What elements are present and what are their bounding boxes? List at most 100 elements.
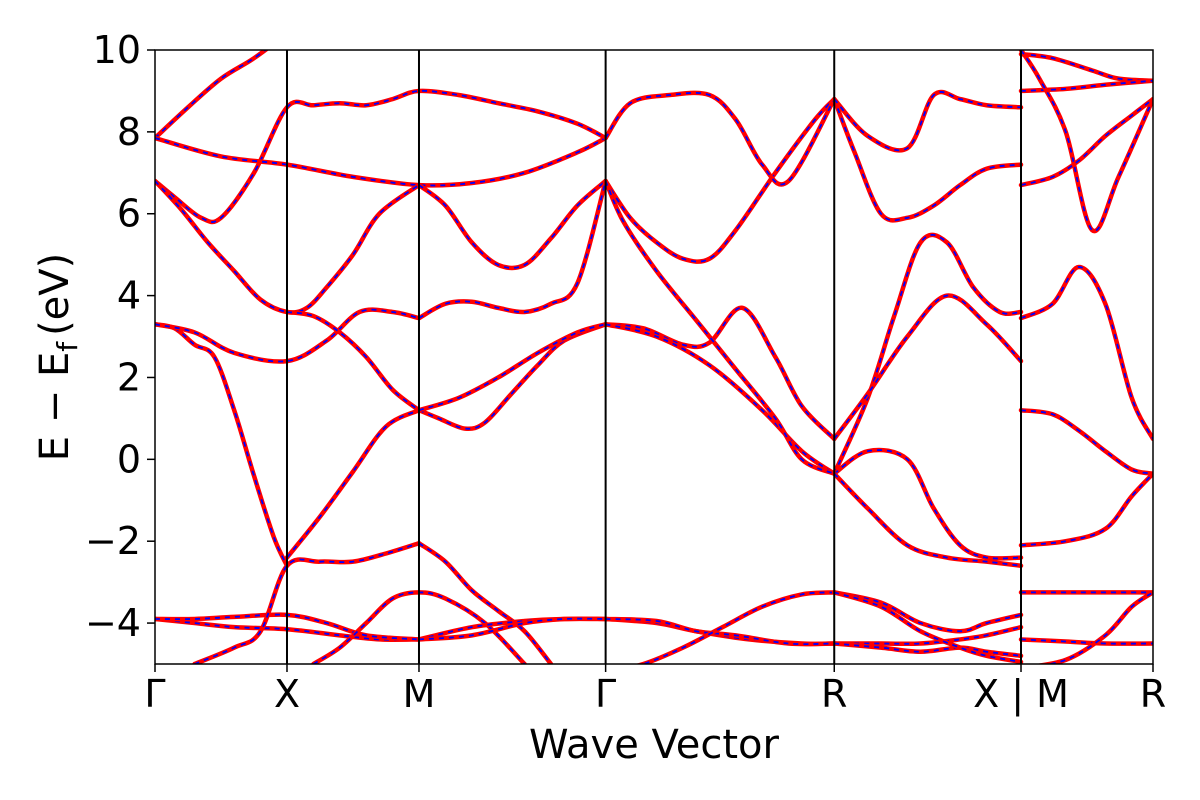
band-line-red xyxy=(1035,590,1153,664)
band-14 xyxy=(603,96,837,264)
band-1 xyxy=(155,88,608,225)
band-line-red xyxy=(831,293,1024,442)
band-line-blue-dashed xyxy=(834,591,1022,633)
band-40 xyxy=(1018,96,1153,188)
y-tick-label: −2 xyxy=(85,519,141,563)
y-axis-label-subscript: f xyxy=(51,341,84,352)
band-32 xyxy=(634,590,837,664)
band-line-blue-dashed xyxy=(418,542,552,664)
band-37 xyxy=(1018,51,1153,83)
band-13 xyxy=(603,322,837,476)
band-46 xyxy=(1035,590,1153,664)
band-line-blue-dashed xyxy=(833,91,1022,152)
plot-frame xyxy=(154,49,1154,665)
band-line-blue-dashed xyxy=(833,591,1022,663)
band-38 xyxy=(1018,78,1153,94)
band-15 xyxy=(603,178,837,476)
band-22 xyxy=(831,471,1024,569)
band-line-blue-dashed xyxy=(1020,53,1153,82)
band-line-red xyxy=(603,178,837,476)
band-8 xyxy=(416,178,608,321)
band-line-blue-dashed xyxy=(155,180,420,314)
x-tick-label: X | M xyxy=(973,672,1069,717)
y-tick-label: 4 xyxy=(117,274,141,318)
y-tick-label: 8 xyxy=(117,110,141,154)
band-line-blue-dashed xyxy=(1020,638,1153,645)
y-axis-ticks: −4 −2 0 2 4 6 8 10 xyxy=(85,28,155,645)
band-29 xyxy=(416,616,608,642)
band-line-blue-dashed xyxy=(418,323,606,430)
band-line-red xyxy=(155,135,608,188)
band-2 xyxy=(155,135,608,188)
band-line-blue-dashed xyxy=(833,473,1022,567)
band-line-blue-dashed xyxy=(833,234,1022,475)
x-tick-label: M xyxy=(403,672,436,716)
band-41 xyxy=(1018,264,1153,442)
band-line-red xyxy=(831,641,1024,659)
y-tick-label: −4 xyxy=(85,601,141,645)
band-line-red xyxy=(416,322,608,413)
band-line-blue-dashed xyxy=(834,642,1022,657)
band-line-blue-dashed xyxy=(286,311,420,411)
band-line-blue-dashed xyxy=(604,98,835,263)
band-line-red xyxy=(416,540,554,664)
y-axis-label-unit: (eV) xyxy=(32,253,78,336)
band-lines xyxy=(155,50,1153,664)
band-line-blue-dashed xyxy=(1020,409,1153,475)
band-line-blue-dashed xyxy=(1020,79,1153,92)
band-line-red xyxy=(416,178,608,271)
x-tick-label: X xyxy=(274,672,300,716)
band-line-blue-dashed xyxy=(155,308,420,363)
band-line-blue-dashed xyxy=(155,137,607,187)
band-4 xyxy=(416,178,608,271)
band-line-blue-dashed xyxy=(640,591,835,664)
band-line-blue-dashed xyxy=(833,98,1022,222)
band-30 xyxy=(603,616,837,647)
band-43 xyxy=(1018,471,1153,548)
band-line-blue-dashed xyxy=(418,180,607,319)
band-line-blue-dashed xyxy=(834,626,1022,645)
band-line-red xyxy=(831,96,1024,223)
y-axis-label-main: E − E xyxy=(32,352,78,462)
band-45 xyxy=(1018,637,1153,646)
y-tick-label: 10 xyxy=(93,28,141,72)
band-27 xyxy=(311,590,527,664)
band-line-red xyxy=(416,322,608,432)
high-symmetry-lines xyxy=(285,50,1023,664)
band-line-blue-dashed xyxy=(1020,266,1153,440)
band-line-blue-dashed xyxy=(418,180,607,269)
y-tick-label: 0 xyxy=(117,437,141,481)
band-16 xyxy=(603,90,837,187)
x-tick-label: Γ xyxy=(144,672,165,716)
band-42 xyxy=(1018,407,1153,476)
x-tick-label: R xyxy=(1140,672,1166,716)
y-tick-label: 6 xyxy=(117,192,141,236)
x-axis-label: Wave Vector xyxy=(529,722,780,768)
band-line-blue-dashed xyxy=(1020,473,1153,547)
band-line-blue-dashed xyxy=(1020,98,1153,186)
band-18 xyxy=(831,89,1024,153)
band-line-blue-dashed xyxy=(605,323,835,475)
band-line-blue-dashed xyxy=(418,323,606,412)
band-line-red xyxy=(1018,407,1153,476)
band-line-blue-dashed xyxy=(312,591,526,664)
band-39 xyxy=(1018,50,1153,234)
band-line-red xyxy=(155,88,608,225)
band-line-blue-dashed xyxy=(833,294,1022,440)
band-36 xyxy=(831,590,1024,664)
band-line-red xyxy=(603,96,837,264)
band-35 xyxy=(831,641,1024,659)
band-line-red xyxy=(831,471,1024,569)
band-line-red xyxy=(1018,471,1153,548)
x-tick-label: Γ xyxy=(595,672,616,716)
band-line-blue-dashed xyxy=(418,617,606,641)
band-21 xyxy=(831,447,1024,561)
band-line-red xyxy=(284,407,422,560)
band-7 xyxy=(284,309,422,413)
band-10 xyxy=(416,322,608,432)
band-19 xyxy=(831,232,1024,476)
band-line-blue-dashed xyxy=(1020,50,1153,232)
band-17 xyxy=(831,96,1024,223)
band-9 xyxy=(284,407,422,560)
